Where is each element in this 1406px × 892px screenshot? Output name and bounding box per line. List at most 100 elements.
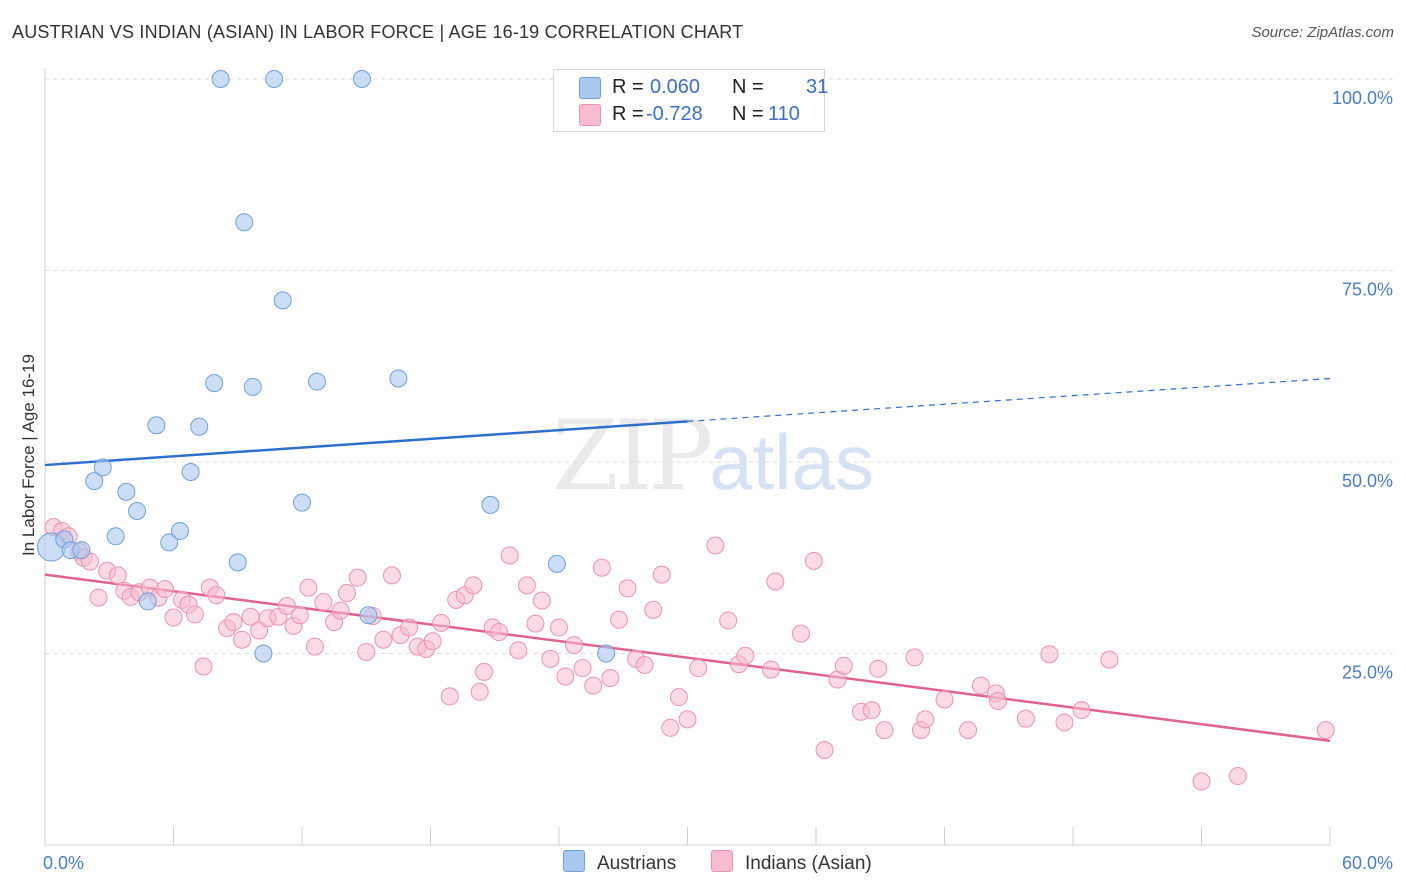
indian-point [959, 721, 978, 740]
austrian-trend-extension [687, 377, 1331, 423]
austrian-point [293, 493, 311, 512]
r-value: 0.060 [650, 76, 701, 98]
indian-point [164, 608, 183, 627]
indian-point [669, 688, 688, 707]
austrian-point [352, 70, 371, 88]
indian-point [550, 618, 568, 637]
indian-point [314, 593, 333, 612]
indian-point [374, 630, 393, 649]
indian-point [1192, 772, 1211, 791]
r-label: R = [612, 76, 644, 98]
indian-point [490, 623, 509, 642]
indian-point [1016, 709, 1035, 728]
indian-point [989, 691, 1008, 710]
austrian-point [228, 553, 247, 572]
austrian-point [181, 462, 200, 481]
indian-point [573, 659, 592, 678]
austrian-point [273, 291, 292, 310]
austrians-swatch [579, 77, 601, 99]
indian-trend-line [44, 573, 1331, 743]
austrian-point [359, 606, 378, 625]
austrian-point [547, 554, 566, 573]
y-tick-label: 100.0% [1332, 88, 1393, 108]
indian-point [762, 660, 781, 679]
austrian-point [128, 502, 147, 521]
austrian-point [190, 417, 209, 436]
r-value: -0.728 [646, 103, 703, 125]
y-axis-label: In Labor Force | Age 16-19 [19, 354, 38, 556]
indian-point [584, 676, 603, 695]
austrian-point [205, 374, 224, 393]
indian-point [635, 655, 654, 674]
indian-point [736, 646, 755, 665]
r-label: R = [612, 103, 644, 125]
indian-point [475, 662, 494, 681]
austrian-point [389, 369, 408, 388]
indian-point [423, 632, 442, 651]
austrian-point [254, 644, 273, 663]
indian-point [706, 536, 725, 555]
indian-point [207, 586, 226, 605]
indian-point [500, 546, 519, 565]
indian-point [233, 630, 252, 649]
indian-point [916, 710, 935, 729]
indian-point [532, 591, 551, 610]
indian-point [592, 558, 611, 577]
austrian-point [211, 70, 230, 88]
y-tick-label: 50.0% [1342, 471, 1393, 491]
indian-point [601, 669, 620, 688]
austrians-legend-swatch [563, 850, 585, 872]
indian-point [815, 741, 834, 760]
indian-point [470, 682, 489, 701]
stats-legend: R = 0.060 N = 31 R = -0.728 N = 110 [553, 69, 828, 132]
y-tick-label: 75.0% [1342, 280, 1393, 300]
indian-point [541, 649, 560, 668]
indian-point [609, 610, 628, 629]
x-tick-label: 0.0% [43, 853, 84, 873]
austrian-point [138, 592, 157, 611]
indian-point [766, 572, 785, 591]
indian-point [1055, 713, 1074, 732]
austrian-point [117, 482, 136, 501]
indians-legend-swatch [711, 850, 733, 872]
austrian-point [106, 527, 125, 546]
indian-point [517, 576, 536, 595]
indian-point [644, 600, 663, 619]
austrian-point [160, 533, 179, 552]
indian-point [526, 614, 545, 633]
legend-austrians: Austrians [563, 850, 676, 875]
austrian-point [235, 213, 254, 232]
indian-point [348, 568, 367, 587]
indian-point [337, 583, 356, 602]
austrian-point [147, 416, 166, 435]
indian-point [875, 721, 894, 740]
indian-point [331, 601, 350, 620]
tick-labels: 25.0% 50.0% 75.0% 100.0% 0.0% 60.0% [43, 88, 1393, 873]
legend-indians: Indians (Asian) [711, 850, 872, 875]
grid-lines [45, 78, 1395, 654]
austrian-point [85, 472, 104, 491]
austrian-point [597, 644, 616, 663]
indian-point [1040, 645, 1059, 664]
indian-point [678, 710, 697, 729]
indian-point [185, 605, 204, 624]
indian-point [357, 642, 376, 661]
indian-point [464, 576, 483, 595]
indian-point [194, 657, 213, 676]
indian-point [509, 641, 528, 660]
indian-point [224, 613, 243, 632]
indian-point [305, 637, 324, 656]
austrian-point [481, 495, 500, 514]
austrian-point [170, 521, 189, 540]
indian-point [432, 613, 451, 632]
indian-point [1228, 767, 1247, 786]
indian-point [299, 578, 318, 597]
indian-point [792, 624, 811, 643]
austrian-trend-line [44, 420, 688, 467]
indians-swatch [579, 104, 601, 126]
austrian-point [243, 377, 262, 396]
indian-point [250, 621, 269, 640]
n-label: N = [732, 76, 764, 98]
austrian-point [72, 541, 91, 560]
